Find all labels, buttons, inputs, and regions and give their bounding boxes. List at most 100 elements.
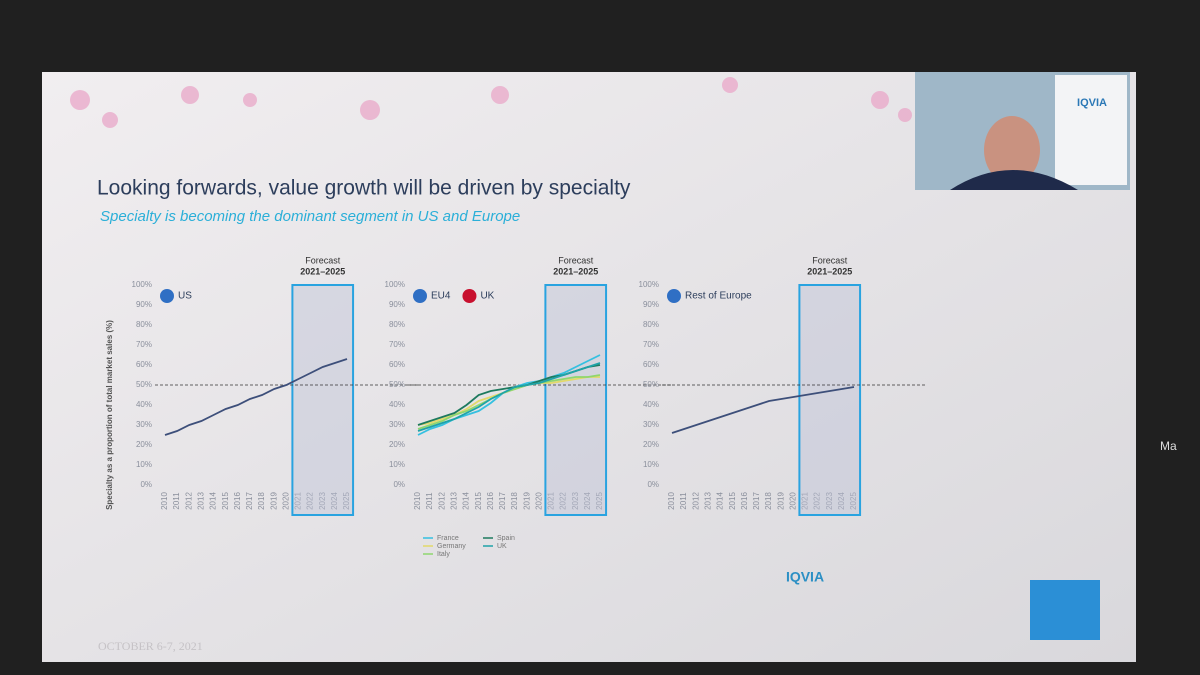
camera-logo: IQVIA: [1077, 97, 1107, 109]
x-tick-label: 2015: [728, 492, 737, 510]
y-tick-label: 50%: [643, 380, 659, 389]
y-tick-label: 90%: [136, 300, 152, 309]
x-tick-label: 2011: [679, 492, 688, 510]
legend-label: Italy: [437, 551, 450, 558]
flag-icon: [667, 289, 681, 303]
slide-title: Looking forwards, value growth will be d…: [97, 177, 631, 200]
y-tick-label: 40%: [643, 400, 659, 409]
y-tick-label: 20%: [643, 440, 659, 449]
y-tick-label: 0%: [393, 480, 405, 489]
x-tick-label: 2010: [667, 492, 676, 510]
forecast-box: [544, 284, 608, 516]
series-line: [671, 386, 855, 434]
forecast-box: [798, 284, 862, 516]
chart-header: Rest of Europe: [685, 291, 752, 302]
y-tick-label: 70%: [643, 340, 659, 349]
x-tick-label: 2024: [330, 492, 339, 510]
charts: 0%10%20%30%40%50%60%70%80%90%100%2010 201…: [105, 255, 926, 558]
x-tick-label: 2012: [437, 492, 446, 510]
x-tick-label: 2025: [849, 492, 858, 510]
x-tick-label: 2021: [294, 492, 303, 510]
x-tick-label: 2014: [209, 492, 218, 510]
y-tick-label: 100%: [639, 280, 659, 289]
chart-header: US: [178, 291, 192, 302]
x-tick-label: 2011: [425, 492, 434, 510]
x-tick-label: 2019: [776, 492, 785, 510]
x-tick-label: 2023: [318, 492, 327, 510]
blossoms: [70, 77, 912, 128]
forecast-range: 2021–2025: [807, 266, 852, 276]
forecast-range: 2021–2025: [300, 266, 345, 276]
series-line: [164, 358, 348, 436]
slide-subtitle: Specialty is becoming the dominant segme…: [100, 208, 520, 225]
x-tick-label: 2017: [245, 492, 254, 510]
y-tick-label: 20%: [136, 440, 152, 449]
x-tick-label: 2013: [704, 492, 713, 510]
x-tick-label: 2012: [691, 492, 700, 510]
flag-icon: [413, 289, 427, 303]
y-tick-label: 10%: [389, 460, 405, 469]
forecast-label: Forecast: [558, 255, 594, 265]
y-tick-label: 40%: [389, 400, 405, 409]
y-tick-label: 30%: [136, 420, 152, 429]
speaker-head: [984, 116, 1040, 184]
x-tick-label: 2020: [788, 492, 797, 510]
x-tick-label: 2020: [281, 492, 290, 510]
y-tick-label: 100%: [132, 280, 152, 289]
x-tick-label: 2015: [474, 492, 483, 510]
legend-label: UK: [497, 543, 507, 550]
x-tick-label: 2023: [825, 492, 834, 510]
x-tick-label: 2016: [233, 492, 242, 510]
legend-label: Germany: [437, 543, 466, 550]
x-tick-label: 2013: [450, 492, 459, 510]
x-tick-label: 2015: [221, 492, 230, 510]
x-tick-label: 2013: [197, 492, 206, 510]
y-tick-label: 20%: [389, 440, 405, 449]
y-axis-label: Specialty as a proportion of total marke…: [105, 320, 114, 510]
flag-icon: [462, 289, 477, 303]
x-tick-label: 2016: [740, 492, 749, 510]
legend-label: Spain: [497, 535, 515, 542]
iqvia-logo: IQVIA: [786, 569, 824, 585]
y-tick-label: 80%: [389, 320, 405, 329]
x-tick-label: 2017: [498, 492, 507, 510]
event-logo: [1030, 580, 1100, 640]
forecast-range: 2021–2025: [553, 266, 598, 276]
y-tick-label: 60%: [389, 360, 405, 369]
x-tick-label: 2022: [559, 492, 568, 510]
x-tick-label: 2022: [306, 492, 315, 510]
x-tick-label: 2010: [413, 492, 422, 510]
y-tick-label: 30%: [389, 420, 405, 429]
x-tick-label: 2019: [522, 492, 531, 510]
y-tick-label: 90%: [389, 300, 405, 309]
y-tick-label: 40%: [136, 400, 152, 409]
forecast-label: Forecast: [305, 255, 341, 265]
forecast-label: Forecast: [812, 255, 848, 265]
chart-header: EU4: [431, 291, 451, 302]
x-tick-label: 2021: [801, 492, 810, 510]
x-tick-label: 2011: [172, 492, 181, 510]
x-tick-label: 2025: [595, 492, 604, 510]
y-tick-label: 60%: [136, 360, 152, 369]
x-tick-label: 2025: [342, 492, 351, 510]
x-tick-label: 2018: [510, 492, 519, 510]
x-tick-label: 2020: [534, 492, 543, 510]
x-tick-label: 2017: [752, 492, 761, 510]
x-tick-label: 2024: [583, 492, 592, 510]
y-tick-label: 50%: [136, 380, 152, 389]
flag-icon: [160, 289, 174, 303]
x-tick-label: 2014: [716, 492, 725, 510]
x-tick-label: 2023: [571, 492, 580, 510]
event-date: OCTOBER 6-7, 2021: [98, 639, 203, 653]
y-tick-label: 0%: [647, 480, 659, 489]
side-label: Ma: [1160, 439, 1177, 453]
y-tick-label: 80%: [136, 320, 152, 329]
y-tick-label: 70%: [389, 340, 405, 349]
y-tick-label: 50%: [389, 380, 405, 389]
x-tick-label: 2022: [813, 492, 822, 510]
x-tick-label: 2019: [269, 492, 278, 510]
y-tick-label: 70%: [136, 340, 152, 349]
x-tick-label: 2018: [257, 492, 266, 510]
